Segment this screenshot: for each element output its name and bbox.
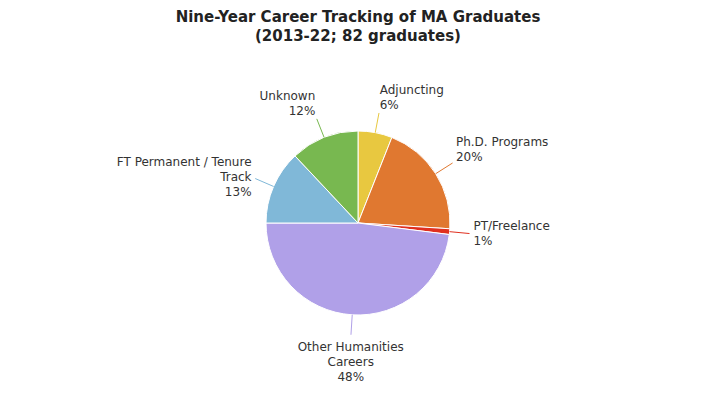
svg-text:PT/Freelance1%: PT/Freelance1% bbox=[473, 219, 549, 248]
svg-text:Adjuncting6%: Adjuncting6% bbox=[380, 83, 444, 112]
html-text:(2013-22; 82 graduates): (2013-22; 82 graduates) bbox=[255, 27, 461, 45]
svg-text:FT Permanent / TenureTrack13%: FT Permanent / TenureTrack13% bbox=[117, 155, 252, 199]
html-text:Nine-Year Career Tracking of M: Nine-Year Career Tracking of MA Graduate… bbox=[175, 8, 541, 26]
svg-text:Ph.D. Programs20%: Ph.D. Programs20% bbox=[456, 135, 548, 164]
svg-text:Other HumanitiesCareers48%: Other HumanitiesCareers48% bbox=[298, 340, 404, 384]
svg-text:Unknown12%: Unknown12% bbox=[260, 89, 316, 118]
